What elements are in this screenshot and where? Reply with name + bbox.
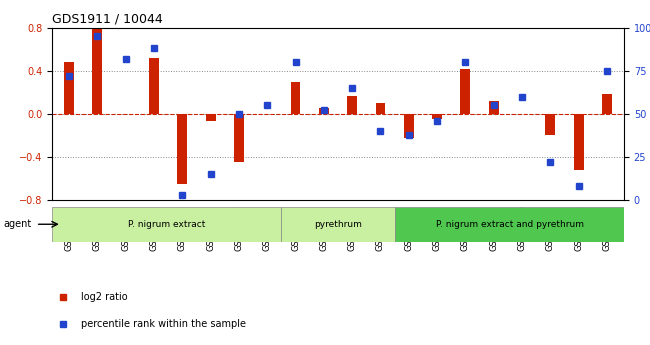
Text: log2 ratio: log2 ratio [81,292,127,302]
FancyBboxPatch shape [52,207,281,242]
Bar [149,58,159,114]
Bar [404,114,414,138]
Bar [205,114,216,121]
Bar [545,114,555,136]
Bar [319,108,329,114]
Text: agent: agent [3,219,31,229]
FancyBboxPatch shape [281,207,395,242]
Text: GDS1911 / 10044: GDS1911 / 10044 [52,12,162,25]
Bar [92,26,102,114]
Bar [460,69,471,114]
Text: pyrethrum: pyrethrum [314,220,362,229]
Bar [291,81,300,114]
Text: P. nigrum extract: P. nigrum extract [127,220,205,229]
Bar [574,114,584,170]
Bar [64,62,74,114]
Bar [602,95,612,114]
FancyBboxPatch shape [395,207,624,242]
Bar [347,96,357,114]
Text: P. nigrum extract and pyrethrum: P. nigrum extract and pyrethrum [436,220,584,229]
Bar [234,114,244,162]
Bar [177,114,187,184]
Bar [432,114,442,119]
Text: percentile rank within the sample: percentile rank within the sample [81,319,246,329]
Bar [376,103,385,114]
Bar [489,101,499,114]
